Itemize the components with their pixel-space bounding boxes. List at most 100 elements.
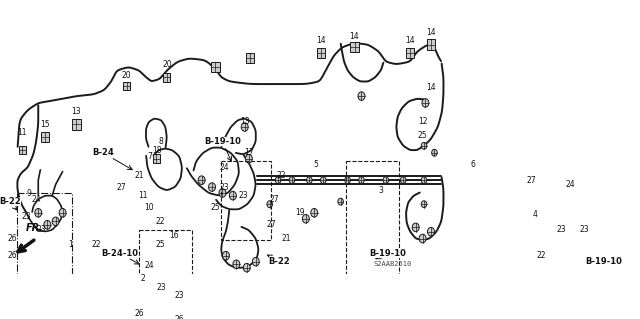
Circle shape	[229, 191, 236, 200]
Text: B-22: B-22	[0, 197, 20, 210]
Text: B-19-10: B-19-10	[204, 137, 241, 161]
Circle shape	[243, 263, 250, 272]
Circle shape	[428, 227, 435, 236]
Circle shape	[245, 154, 252, 163]
Text: 25: 25	[418, 131, 428, 140]
Text: B-24: B-24	[92, 148, 132, 170]
Circle shape	[419, 234, 426, 243]
Circle shape	[267, 201, 273, 208]
Text: 23: 23	[175, 292, 184, 300]
Text: 21: 21	[134, 171, 144, 180]
Text: 25: 25	[155, 240, 164, 249]
Text: 2: 2	[140, 274, 145, 283]
Text: S2AAB2510: S2AAB2510	[374, 261, 412, 267]
Text: 9: 9	[27, 189, 31, 197]
Circle shape	[422, 99, 429, 107]
Text: 13: 13	[72, 107, 81, 116]
Text: 23: 23	[156, 283, 166, 292]
Circle shape	[289, 177, 295, 184]
Circle shape	[421, 177, 427, 184]
Circle shape	[52, 217, 59, 226]
Text: 14: 14	[349, 32, 359, 41]
Bar	[350, 42, 358, 52]
Text: B-22: B-22	[268, 255, 291, 266]
Circle shape	[321, 177, 326, 184]
Bar	[317, 48, 325, 58]
Text: 8: 8	[159, 137, 164, 146]
Circle shape	[59, 209, 66, 217]
Text: 23: 23	[579, 226, 589, 234]
Bar	[163, 73, 170, 82]
Text: 7: 7	[147, 152, 152, 161]
Text: 11: 11	[138, 191, 147, 200]
Text: 22: 22	[155, 217, 164, 226]
Text: FR.: FR.	[26, 223, 44, 234]
Bar	[153, 154, 160, 163]
Circle shape	[209, 183, 216, 191]
Text: 25: 25	[211, 203, 220, 212]
Text: 21: 21	[282, 234, 291, 243]
Circle shape	[401, 177, 406, 184]
Circle shape	[421, 201, 427, 208]
Text: 22: 22	[276, 171, 286, 180]
Text: 6: 6	[470, 160, 475, 169]
Text: B-19-10: B-19-10	[585, 257, 622, 266]
Text: 23: 23	[37, 226, 47, 234]
Text: 17: 17	[244, 148, 253, 157]
Circle shape	[358, 92, 365, 100]
Text: 14: 14	[316, 36, 326, 45]
Bar	[123, 82, 130, 90]
Text: 3: 3	[378, 186, 383, 195]
Bar	[72, 119, 81, 130]
Text: 14: 14	[426, 28, 436, 37]
Text: 4: 4	[532, 210, 538, 219]
Circle shape	[241, 123, 248, 131]
Bar	[139, 230, 192, 319]
Bar	[19, 146, 26, 154]
Circle shape	[252, 257, 259, 266]
Circle shape	[198, 176, 205, 184]
Circle shape	[275, 177, 281, 184]
Text: 23: 23	[219, 182, 228, 191]
Bar	[211, 62, 220, 72]
Text: 22: 22	[536, 251, 545, 260]
Bar	[246, 53, 255, 63]
Text: 27: 27	[266, 220, 276, 229]
Circle shape	[358, 177, 364, 184]
Circle shape	[302, 214, 309, 223]
Text: 1: 1	[68, 240, 74, 249]
Text: 24: 24	[219, 163, 228, 172]
Text: 27: 27	[117, 182, 127, 191]
Text: 11: 11	[17, 129, 27, 137]
Circle shape	[421, 142, 427, 149]
Text: 5: 5	[314, 160, 319, 169]
Circle shape	[383, 177, 388, 184]
Text: 27: 27	[270, 195, 280, 204]
Bar	[41, 132, 49, 142]
Text: 12: 12	[418, 117, 428, 126]
Bar	[17, 193, 72, 289]
Text: 14: 14	[405, 36, 415, 45]
Bar	[406, 48, 414, 58]
Bar	[346, 161, 399, 277]
Circle shape	[233, 260, 240, 269]
Circle shape	[431, 149, 437, 156]
Circle shape	[307, 177, 312, 184]
Text: 26: 26	[175, 315, 184, 319]
Text: 26: 26	[134, 309, 144, 318]
Text: 26: 26	[8, 251, 17, 260]
Text: 26: 26	[8, 234, 17, 243]
Text: 20: 20	[162, 60, 172, 69]
Text: 27: 27	[527, 176, 536, 185]
Text: 23: 23	[22, 212, 31, 221]
Text: 19: 19	[296, 208, 305, 217]
Text: 20: 20	[122, 71, 131, 80]
Text: 23: 23	[239, 191, 248, 200]
Text: 15: 15	[40, 120, 50, 129]
Text: 18: 18	[152, 146, 162, 155]
Text: 10: 10	[145, 203, 154, 212]
Text: 24: 24	[565, 180, 575, 189]
Bar	[427, 40, 435, 50]
Text: 22: 22	[91, 240, 100, 249]
Circle shape	[223, 251, 229, 260]
